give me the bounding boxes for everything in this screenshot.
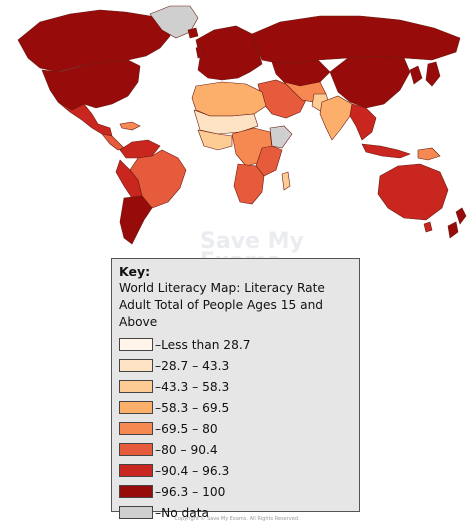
legend-label: –No data xyxy=(155,505,209,520)
legend-label: –43.3 – 58.3 xyxy=(155,379,230,394)
legend-item: –96.3 – 100 xyxy=(119,481,353,502)
legend-item: –No data xyxy=(119,502,353,523)
copyright-notice: Copyright © Save My Exams. All Rights Re… xyxy=(174,516,300,522)
region-southern-africa xyxy=(233,163,265,205)
legend-swatch xyxy=(119,380,153,393)
region-west-africa xyxy=(197,129,233,151)
region-horn-of-africa xyxy=(269,125,293,149)
region-new-zealand xyxy=(447,207,467,239)
region-caribbean xyxy=(119,121,141,131)
legend-item: –43.3 – 58.3 xyxy=(119,376,353,397)
legend-label: –90.4 – 96.3 xyxy=(155,463,230,478)
key-description: World Literacy Map: Literacy Rate Adult … xyxy=(119,281,325,329)
legend-swatch xyxy=(119,359,153,372)
region-china xyxy=(329,55,411,109)
legend-label: –28.7 – 43.3 xyxy=(155,358,230,373)
region-papua-new-guinea xyxy=(417,147,441,161)
region-russia xyxy=(251,15,461,65)
region-korea-japan xyxy=(409,61,441,87)
key-title: Key: xyxy=(119,264,151,279)
region-india xyxy=(319,95,353,141)
legend-item: –90.4 – 96.3 xyxy=(119,460,353,481)
region-greenland xyxy=(149,5,199,39)
legend: –Less than 28.7 –28.7 – 43.3 –43.3 – 58.3 –… xyxy=(119,334,353,523)
region-australia xyxy=(377,163,449,221)
legend-item: –Less than 28.7 xyxy=(119,334,353,355)
region-colombia-venezuela xyxy=(119,139,161,159)
legend-item: –58.3 – 69.5 xyxy=(119,397,353,418)
legend-item: –28.7 – 43.3 xyxy=(119,355,353,376)
legend-swatch xyxy=(119,464,153,477)
map-key: Key: World Literacy Map: Literacy Rate A… xyxy=(111,258,360,520)
region-argentina xyxy=(119,195,153,245)
legend-swatch xyxy=(119,485,153,498)
region-indonesia xyxy=(361,143,411,159)
legend-label: –96.3 – 100 xyxy=(155,484,226,499)
legend-label: –69.5 – 80 xyxy=(155,421,218,436)
legend-swatch xyxy=(119,506,153,519)
legend-label: –Less than 28.7 xyxy=(155,337,251,352)
region-europe xyxy=(195,25,263,81)
region-southeast-asia xyxy=(349,103,377,141)
legend-swatch xyxy=(119,401,153,414)
legend-swatch xyxy=(119,338,153,351)
world-map xyxy=(17,5,467,245)
legend-item: –80 – 90.4 xyxy=(119,439,353,460)
region-canada xyxy=(17,9,171,73)
legend-label: –58.3 – 69.5 xyxy=(155,400,230,415)
region-north-africa xyxy=(191,81,267,117)
legend-label: –80 – 90.4 xyxy=(155,442,218,457)
region-madagascar xyxy=(281,171,291,191)
legend-item: –69.5 – 80 xyxy=(119,418,353,439)
legend-swatch xyxy=(119,443,153,456)
legend-swatch xyxy=(119,422,153,435)
region-central-america xyxy=(101,133,125,151)
region-tasmania xyxy=(423,221,433,233)
region-iceland-uk xyxy=(187,27,205,59)
region-mexico xyxy=(57,101,113,137)
